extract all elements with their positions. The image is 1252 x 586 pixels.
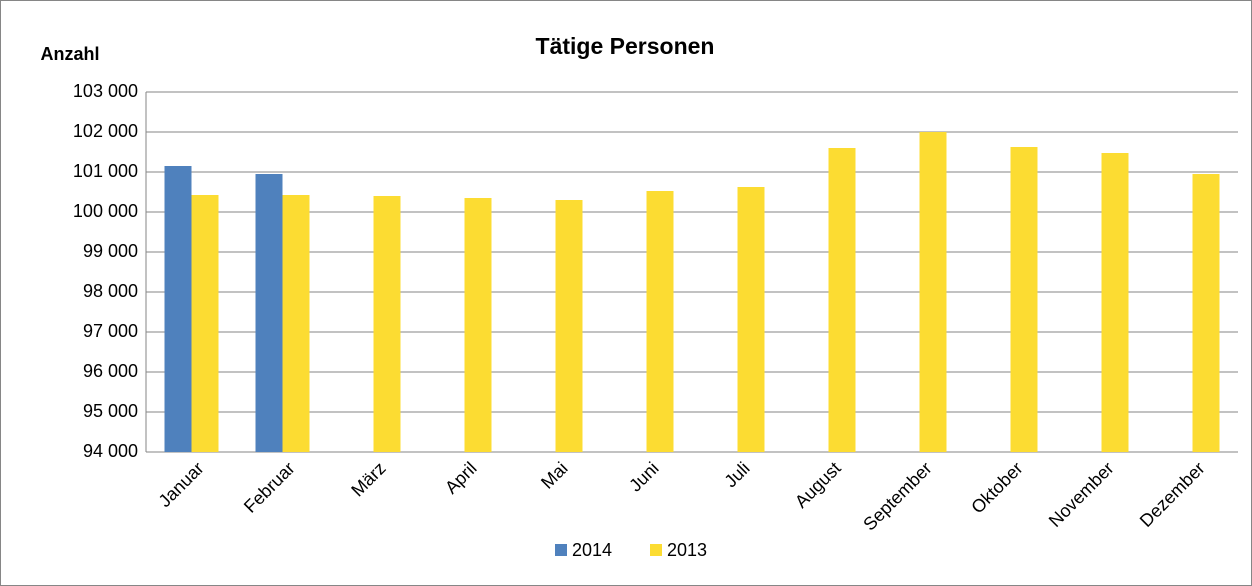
y-tick-label: 96 000 <box>83 361 138 381</box>
bar <box>646 191 674 452</box>
bar <box>737 187 765 452</box>
bar <box>828 148 856 452</box>
bar <box>1192 174 1220 452</box>
bar <box>1101 153 1129 452</box>
y-tick-label: 103 000 <box>73 81 138 101</box>
legend-label: 2014 <box>572 540 612 560</box>
y-tick-label: 97 000 <box>83 321 138 341</box>
bar <box>555 200 583 452</box>
bar <box>164 166 192 452</box>
bar <box>464 198 492 452</box>
bar <box>255 174 283 452</box>
bar <box>373 196 401 452</box>
y-tick-label: 101 000 <box>73 161 138 181</box>
legend-swatch <box>555 544 567 556</box>
y-tick-label: 98 000 <box>83 281 138 301</box>
y-tick-label: 100 000 <box>73 201 138 221</box>
y-tick-label: 99 000 <box>83 241 138 261</box>
bar <box>919 132 947 452</box>
chart-title: Tätige Personen <box>536 33 715 59</box>
y-tick-label: 102 000 <box>73 121 138 141</box>
y-tick-label: 95 000 <box>83 401 138 421</box>
legend-swatch <box>650 544 662 556</box>
bar <box>282 195 310 452</box>
y-tick-label: 94 000 <box>83 441 138 461</box>
y-axis-label: Anzahl <box>40 44 99 64</box>
bar <box>191 195 219 452</box>
bar <box>1010 147 1038 452</box>
legend-label: 2013 <box>667 540 707 560</box>
